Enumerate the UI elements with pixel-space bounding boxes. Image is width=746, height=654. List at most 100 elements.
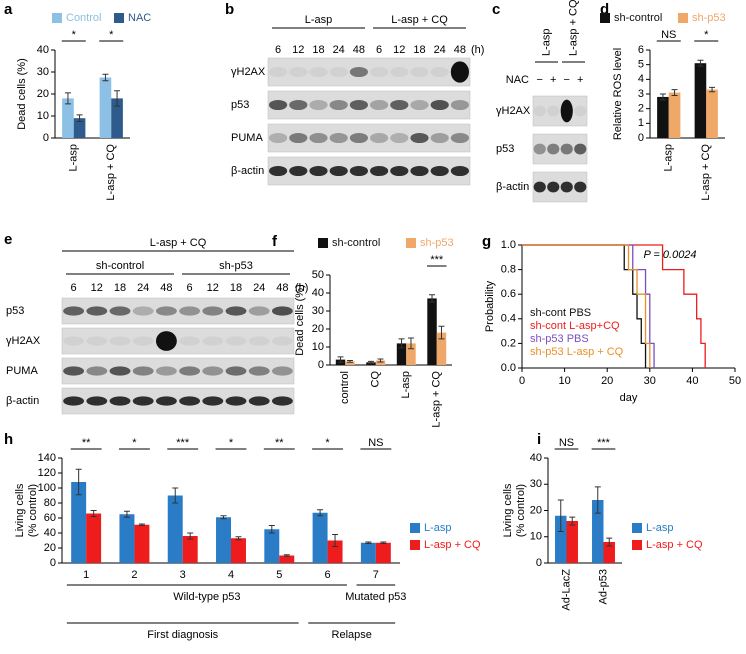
legend-label: Control [66, 12, 101, 24]
blot-band [370, 66, 389, 78]
y-tick-label: 80 [44, 497, 56, 509]
error-bar [594, 486, 601, 514]
significance-label: *** [176, 437, 190, 449]
lane-unit: (h) [295, 282, 308, 294]
blot-band [450, 165, 469, 177]
blot-band [225, 366, 247, 376]
lane-label: − [537, 74, 543, 86]
blot-band [132, 336, 154, 346]
y-tick-label: 2 [638, 103, 644, 115]
error-bar [365, 541, 372, 544]
error-bar [368, 360, 375, 364]
lane-label: 6 [187, 282, 193, 294]
blot-row-label: γH2AX [231, 66, 266, 78]
blot-band [109, 336, 131, 346]
legend-swatch [114, 13, 124, 23]
blot-band [329, 165, 348, 177]
legend-label: L-asp + CQ [424, 539, 481, 551]
blot-band [248, 336, 270, 346]
lane-label: 24 [434, 44, 446, 56]
panel-label: e [4, 231, 12, 248]
y-tick-label: 6 [638, 44, 644, 56]
blot-band [109, 396, 131, 406]
error-bar [346, 360, 353, 363]
lane-label: 12 [91, 282, 103, 294]
blot-band [109, 306, 131, 316]
blot-band [560, 143, 573, 155]
blot-band [533, 143, 546, 155]
blot-row-label: β-actin [496, 181, 529, 193]
lane-label: 18 [312, 44, 324, 56]
error-bar [398, 338, 405, 349]
error-bar [709, 86, 716, 93]
blot-row-label: β-actin [231, 165, 264, 177]
bar [99, 77, 112, 138]
y-tick-label: 0.4 [501, 313, 516, 325]
x-tick-label: 5 [276, 569, 282, 581]
y-tick-label: 60 [44, 512, 56, 524]
x-tick-label: 2 [131, 569, 137, 581]
y-tick-label: 0 [43, 132, 49, 144]
y-tick-label: 10 [530, 531, 542, 543]
legend-swatch [318, 238, 328, 248]
error-bar [76, 114, 83, 122]
blot-row-label: p53 [6, 305, 24, 317]
blot-band [450, 132, 469, 144]
blot-strip [267, 57, 471, 87]
legend-swatch [678, 13, 688, 23]
bar [427, 298, 437, 365]
y-tick-label: 40 [312, 287, 324, 299]
y-tick-label: 20 [312, 323, 324, 335]
blot-group-label: L-asp [540, 28, 552, 56]
lane-label: 6 [376, 44, 382, 56]
error-bar [671, 89, 678, 96]
blot-band [309, 132, 328, 144]
lane-label: 18 [230, 282, 242, 294]
error-bar [172, 487, 179, 504]
blot-band [179, 336, 201, 346]
y-tick-label: 20 [37, 88, 49, 100]
blot-band [63, 366, 85, 376]
x-axis-label: day [620, 392, 638, 404]
blot-band [560, 181, 573, 193]
blot-band [574, 181, 587, 193]
bar [668, 92, 681, 138]
blot-band [271, 396, 293, 406]
lane-label: − [564, 74, 570, 86]
group-label: Mutated p53 [345, 591, 406, 603]
blot-band [289, 99, 308, 111]
significance-label: NS [559, 437, 574, 449]
y-axis-label: Relative ROS level [612, 48, 624, 140]
blot-band [132, 366, 154, 376]
bar [231, 538, 246, 563]
bar [73, 118, 86, 138]
legend-label: sh-p53 L-asp + CQ [530, 346, 624, 358]
significance-label: * [109, 29, 114, 41]
bar [566, 521, 578, 563]
panel-label: g [482, 233, 491, 250]
y-tick-label: 40 [44, 527, 56, 539]
bar [657, 96, 669, 138]
blot-row-label: β-actin [6, 395, 39, 407]
blot-band [390, 66, 409, 78]
blot-band [533, 181, 546, 193]
lane-label: 48 [454, 44, 466, 56]
error-bar [102, 73, 109, 82]
blot-band [179, 396, 201, 406]
error-bar [138, 523, 145, 526]
blot-band [289, 165, 308, 177]
blot-band [86, 396, 108, 406]
blot-band [248, 366, 270, 376]
blot-band [349, 66, 368, 78]
legend-label: sh-p53 [692, 12, 726, 24]
blot-band [179, 306, 201, 316]
bar [406, 343, 416, 365]
blot-band [329, 132, 348, 144]
blot-band [450, 61, 469, 83]
legend-label: NAC [128, 12, 151, 24]
lane-label: 24 [137, 282, 149, 294]
panel-label: h [4, 431, 13, 448]
legend-label: sh-cont L-asp+CQ [530, 320, 620, 332]
